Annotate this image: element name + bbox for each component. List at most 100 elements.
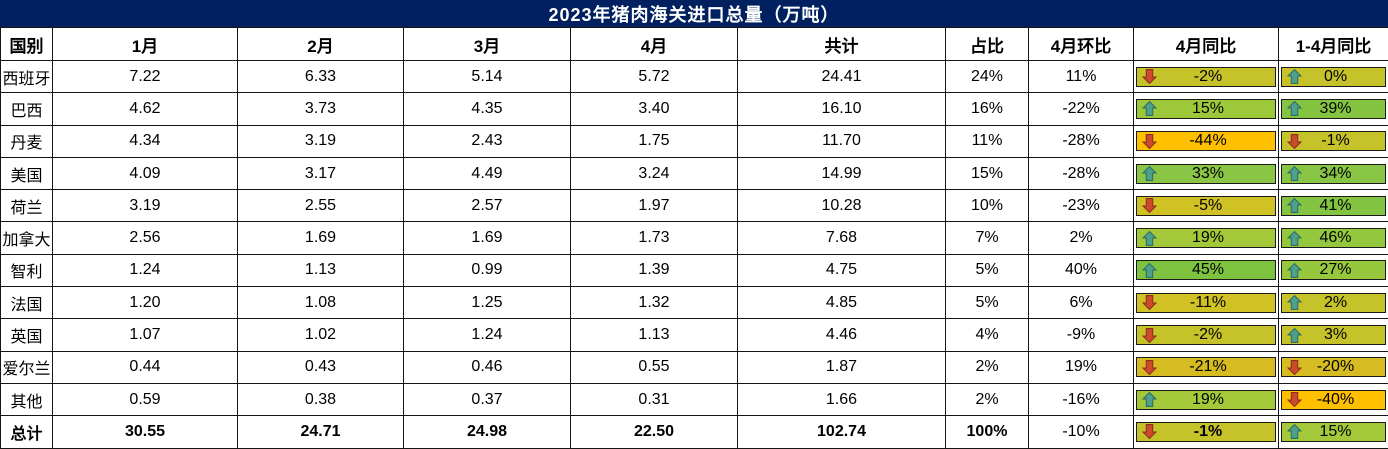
share-cell: 5% xyxy=(946,254,1029,286)
yoy-apr-cell-value: 19% xyxy=(1157,391,1275,409)
apr-cell: 5.72 xyxy=(571,61,738,93)
yoy-apr-cell: -5% xyxy=(1134,190,1279,222)
down-arrow-icon xyxy=(1287,392,1302,407)
yoy-ytd-cell-chip: 41% xyxy=(1281,196,1386,216)
mom-cell: 40% xyxy=(1029,254,1134,286)
down-arrow-icon xyxy=(1142,69,1157,84)
mar-cell: 5.14 xyxy=(404,61,571,93)
jan-cell: 4.62 xyxy=(53,93,238,125)
feb-cell: 3.17 xyxy=(238,157,404,189)
share-cell: 5% xyxy=(946,287,1029,319)
sum-cell: 16.10 xyxy=(738,93,946,125)
yoy-apr-cell-value: -2% xyxy=(1157,326,1275,344)
apr-cell: 22.50 xyxy=(571,416,738,448)
apr-cell: 0.55 xyxy=(571,351,738,383)
sum-cell: 4.46 xyxy=(738,319,946,351)
yoy-apr-cell-chip: 19% xyxy=(1136,228,1276,248)
yoy-apr-cell-chip: -11% xyxy=(1136,293,1276,313)
yoy-apr-cell-value: 15% xyxy=(1157,100,1275,118)
yoy-apr-cell-chip: 19% xyxy=(1136,390,1276,410)
country-cell: 法国 xyxy=(1,287,53,319)
yoy-ytd-cell: -1% xyxy=(1279,125,1388,157)
yoy-apr-cell-chip: 45% xyxy=(1136,260,1276,280)
yoy-apr-cell-chip: -2% xyxy=(1136,325,1276,345)
column-header-7: 4月环比 xyxy=(1029,28,1134,61)
mar-cell: 2.43 xyxy=(404,125,571,157)
yoy-ytd-cell: 46% xyxy=(1279,222,1388,254)
column-header-6: 占比 xyxy=(946,28,1029,61)
yoy-apr-cell: 33% xyxy=(1134,157,1279,189)
yoy-ytd-cell-value: 27% xyxy=(1302,261,1385,279)
feb-cell: 0.38 xyxy=(238,383,404,415)
sum-cell: 11.70 xyxy=(738,125,946,157)
jan-cell: 4.34 xyxy=(53,125,238,157)
apr-cell: 1.39 xyxy=(571,254,738,286)
up-arrow-icon xyxy=(1287,166,1302,181)
down-arrow-icon xyxy=(1142,424,1157,439)
mar-cell: 1.69 xyxy=(404,222,571,254)
yoy-ytd-cell-chip: 15% xyxy=(1281,422,1386,442)
yoy-apr-cell: -44% xyxy=(1134,125,1279,157)
feb-cell: 6.33 xyxy=(238,61,404,93)
mom-cell: -28% xyxy=(1029,125,1134,157)
yoy-apr-cell-value: -1% xyxy=(1157,423,1275,441)
share-cell: 16% xyxy=(946,93,1029,125)
mar-cell: 1.24 xyxy=(404,319,571,351)
yoy-ytd-cell-chip: 2% xyxy=(1281,293,1386,313)
yoy-apr-cell: -2% xyxy=(1134,61,1279,93)
yoy-apr-cell: 45% xyxy=(1134,254,1279,286)
yoy-apr-cell-value: 19% xyxy=(1157,229,1275,247)
yoy-ytd-cell: 15% xyxy=(1279,416,1388,448)
yoy-ytd-cell: 2% xyxy=(1279,287,1388,319)
up-arrow-icon xyxy=(1142,231,1157,246)
down-arrow-icon xyxy=(1142,295,1157,310)
up-arrow-icon xyxy=(1287,101,1302,116)
mar-cell: 4.35 xyxy=(404,93,571,125)
apr-cell: 1.97 xyxy=(571,190,738,222)
yoy-apr-cell-chip: -44% xyxy=(1136,131,1276,151)
feb-cell: 3.73 xyxy=(238,93,404,125)
country-cell: 丹麦 xyxy=(1,125,53,157)
jan-cell: 0.44 xyxy=(53,351,238,383)
yoy-ytd-cell-chip: 27% xyxy=(1281,260,1386,280)
mar-cell: 0.37 xyxy=(404,383,571,415)
apr-cell: 1.73 xyxy=(571,222,738,254)
sum-cell: 10.28 xyxy=(738,190,946,222)
mar-cell: 0.46 xyxy=(404,351,571,383)
share-cell: 2% xyxy=(946,383,1029,415)
up-arrow-icon xyxy=(1142,392,1157,407)
feb-cell: 24.71 xyxy=(238,416,404,448)
yoy-apr-cell-chip: -2% xyxy=(1136,67,1276,87)
yoy-apr-cell-chip: -5% xyxy=(1136,196,1276,216)
yoy-apr-cell-value: -21% xyxy=(1157,358,1275,376)
mom-cell: -22% xyxy=(1029,93,1134,125)
country-cell: 美国 xyxy=(1,157,53,189)
jan-cell: 1.20 xyxy=(53,287,238,319)
apr-cell: 1.13 xyxy=(571,319,738,351)
yoy-ytd-cell-value: 0% xyxy=(1302,68,1385,86)
column-header-1: 1月 xyxy=(53,28,238,61)
mom-cell: -28% xyxy=(1029,157,1134,189)
yoy-ytd-cell-chip: -40% xyxy=(1281,390,1386,410)
mom-cell: 11% xyxy=(1029,61,1134,93)
up-arrow-icon xyxy=(1287,231,1302,246)
yoy-ytd-cell-chip: 39% xyxy=(1281,99,1386,119)
share-cell: 4% xyxy=(946,319,1029,351)
column-header-8: 4月同比 xyxy=(1134,28,1279,61)
country-cell: 巴西 xyxy=(1,93,53,125)
sum-cell: 4.75 xyxy=(738,254,946,286)
yoy-ytd-cell-chip: 0% xyxy=(1281,67,1386,87)
yoy-apr-cell: -11% xyxy=(1134,287,1279,319)
yoy-ytd-cell-value: 34% xyxy=(1302,165,1385,183)
country-cell: 加拿大 xyxy=(1,222,53,254)
yoy-apr-cell-value: -2% xyxy=(1157,68,1275,86)
feb-cell: 1.02 xyxy=(238,319,404,351)
feb-cell: 1.08 xyxy=(238,287,404,319)
